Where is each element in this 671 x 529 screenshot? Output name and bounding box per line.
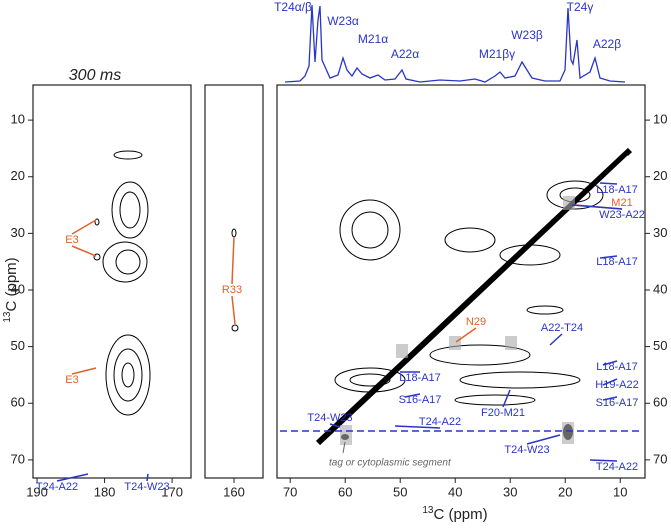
peak-label: T24α/β: [274, 0, 312, 14]
x-tick-label: 40: [448, 484, 462, 499]
panel-frame: [276, 84, 646, 479]
peak-label: W23α: [327, 14, 359, 28]
y-tick-label: 10: [653, 112, 667, 127]
peak-label: M21α: [358, 32, 388, 46]
annotation: L18-A17: [596, 184, 638, 196]
annotation-arrow: [231, 295, 236, 325]
x-tick-label: 70: [283, 484, 297, 499]
note: tag or cytoplasmic segment: [329, 458, 452, 469]
peak-label: A22α: [391, 47, 419, 61]
y-tick-label: 40: [11, 281, 25, 296]
annotation: E3: [65, 374, 78, 386]
annotation: L18-A17: [596, 361, 638, 373]
annotation: T24-A22: [419, 416, 461, 428]
label: C (ppm): [433, 506, 487, 523]
annotation-arrow: [602, 360, 618, 366]
peak-label: M21βγ: [479, 47, 515, 61]
y-tick-label: 50: [11, 338, 25, 353]
x-tick-label: 50: [393, 484, 407, 499]
annotation: S16-A17: [596, 397, 639, 409]
projection-trace: [284, 4, 626, 83]
annotation: H19-A22: [595, 379, 638, 391]
x-tick-label: 10: [613, 484, 627, 499]
annotation: F20-M21: [481, 407, 525, 419]
annotation-arrow: [502, 389, 511, 408]
y-tick-label: 20: [653, 168, 667, 183]
annotation: S16-A17: [399, 394, 442, 406]
panel-frame: [204, 84, 264, 479]
annotation: W23-A22: [599, 209, 645, 221]
annotation-arrow: [549, 333, 563, 346]
annotation: L18-A17: [596, 256, 638, 268]
annotation-arrow: [404, 393, 421, 398]
peak-label: T24γ: [567, 0, 594, 14]
label: C (ppm): [3, 257, 20, 311]
annotation: T24-W23: [124, 481, 169, 493]
annotation-arrow: [56, 473, 89, 482]
x-tick-label: 170: [161, 484, 183, 499]
annotation: L18-A17: [399, 372, 441, 384]
isotope: 13: [2, 311, 13, 323]
panel-frame: [32, 84, 192, 479]
y-tick-label: 30: [653, 225, 667, 240]
y-tick-label: 40: [653, 281, 667, 296]
x-tick-label: 190: [26, 484, 48, 499]
annotation-arrow: [71, 367, 97, 375]
y-tick-label: 50: [653, 338, 667, 353]
annotation: T24-W23: [504, 444, 549, 456]
annotation: N29: [466, 316, 486, 328]
annotation-arrow: [71, 245, 97, 257]
annotation: T24-W23: [307, 412, 352, 424]
annotation: A22-T24: [541, 322, 583, 334]
annotation-arrow: [602, 396, 618, 401]
isotope: 13: [422, 505, 434, 516]
y-tick-label: 10: [11, 112, 25, 127]
y-tick-label: 60: [11, 395, 25, 410]
annotation: E3: [65, 234, 78, 246]
annotation-arrow: [231, 236, 235, 285]
annotation-arrow: [394, 425, 441, 429]
peak-label: W23β: [511, 28, 543, 42]
annotation-arrow: [602, 378, 618, 386]
peak-label: A22β: [593, 37, 621, 51]
annotation-arrow: [571, 204, 623, 210]
y-tick-label: 70: [653, 451, 667, 466]
x-tick-label: 160: [223, 484, 245, 499]
x-tick-label: 60: [338, 484, 352, 499]
annotation: T24-A22: [596, 461, 638, 473]
title: 300 ms: [69, 67, 121, 84]
contours: [93, 147, 633, 446]
annotation-arrow: [526, 434, 561, 445]
y-tick-label: 20: [11, 168, 25, 183]
annotation-arrow: [329, 423, 341, 428]
y-axis-label: 13C (ppm): [2, 257, 20, 322]
y-tick-label: 60: [653, 395, 667, 410]
y-tick-label: 70: [11, 451, 25, 466]
annotation: M21: [611, 197, 632, 209]
y-tick-label: 30: [11, 225, 25, 240]
annotation-arrow: [589, 459, 618, 462]
annotation-arrow: [455, 327, 477, 343]
x-axis-label: 13C (ppm): [422, 505, 487, 523]
annotation: T24-A22: [36, 481, 78, 493]
note-arrow: [342, 441, 346, 454]
annotation-arrow: [146, 473, 149, 482]
annotation-arrow: [71, 219, 97, 235]
annotation-arrow: [599, 182, 618, 185]
annotation: R33: [222, 284, 242, 296]
x-tick-label: 30: [503, 484, 517, 499]
annotation-arrow: [599, 255, 618, 259]
x-tick-label: 20: [558, 484, 572, 499]
x-tick-label: 180: [94, 484, 116, 499]
